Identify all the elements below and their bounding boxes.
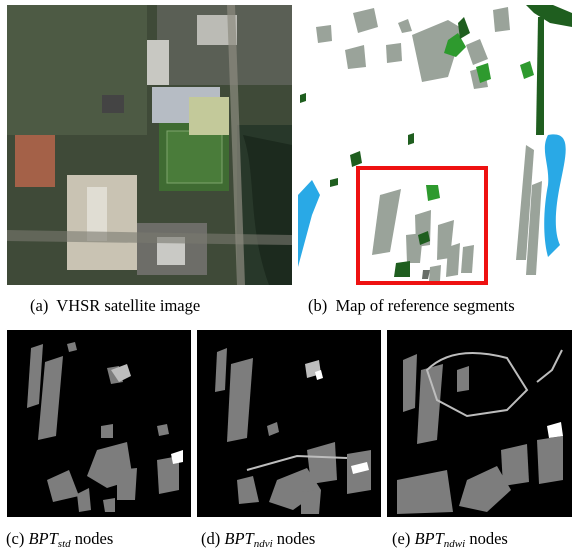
bpt-ndvi-node-map	[197, 330, 381, 517]
reference-segments-panel	[298, 5, 572, 285]
caption-e: (e) BPTndwi nodes	[392, 529, 508, 550]
bpt-std-node-map	[7, 330, 191, 517]
vegetation-segments	[300, 17, 534, 277]
satellite-image	[7, 5, 292, 285]
caption-c: (c) BPTstd nodes	[6, 529, 114, 550]
caption-b: (b) Map of reference segments	[308, 296, 515, 315]
satellite-image-panel	[7, 5, 292, 285]
bpt-ndwi-nodes-panel	[387, 330, 572, 517]
bpt-ndvi-nodes-panel	[197, 330, 381, 517]
highlight-box	[356, 166, 488, 285]
building-segments	[316, 7, 510, 281]
reference-segments-map	[298, 5, 572, 285]
bpt-ndwi-node-map	[387, 330, 572, 517]
caption-d: (d) BPTndvi nodes	[201, 529, 316, 550]
bpt-std-nodes-panel	[7, 330, 191, 517]
river-segments	[298, 5, 572, 275]
caption-a: (a) VHSR satellite image	[30, 296, 201, 315]
